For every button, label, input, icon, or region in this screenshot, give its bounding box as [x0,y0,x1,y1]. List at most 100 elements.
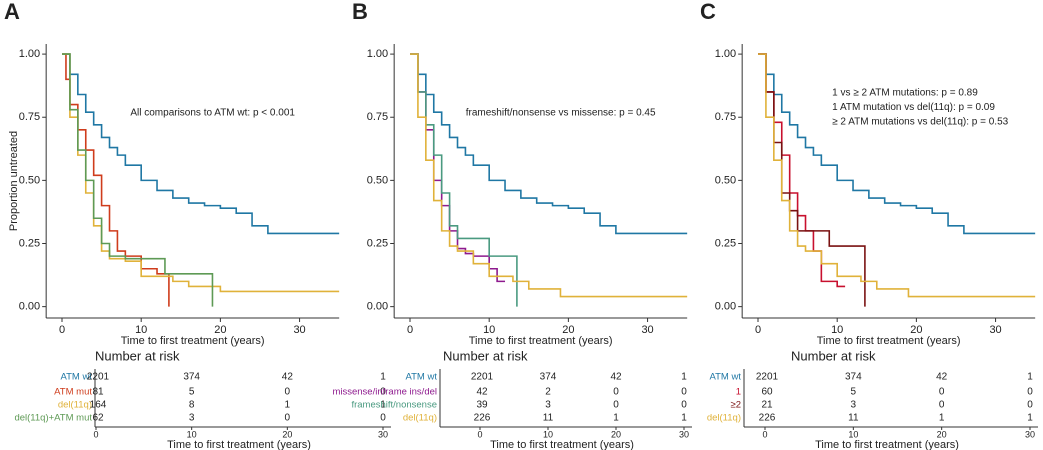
risk-x-tick-label: 20 [611,429,621,439]
risk-count: 11 [543,413,554,424]
risk-count: 2201 [87,372,110,383]
risk-row-label: del(11q) [58,400,92,411]
x-tick-label: 20 [562,324,574,336]
risk-x-tick-label: 0 [93,429,98,439]
risk-x-tick-label: 30 [679,429,689,439]
risk-count: 164 [90,400,107,411]
risk-x-tick-label: 0 [477,429,482,439]
y-tick-label: 0.25 [19,237,40,249]
risk-count: 226 [474,413,491,424]
x-tick-label: 10 [135,324,147,336]
y-tick-label: 0.50 [19,174,40,186]
risk-row-label: ATM wt [61,372,93,383]
y-tick-label: 1.00 [715,48,736,60]
risk-row-label: frameshift/nonsense [351,400,437,411]
risk-count: 8 [189,400,195,411]
annotation: 1 ATM mutation vs del(11q): p = 0.09 [832,102,995,113]
risk-row-label: del(11q)+ATM mut [14,413,92,424]
risk-row-label: ≥2 [731,400,742,411]
risk-title: Number at risk [791,348,876,363]
risk-count: 374 [845,372,862,383]
risk-x-tick-label: 10 [848,429,858,439]
risk-count: 2201 [756,372,779,383]
survival-curve [758,53,1036,235]
survival-curve [410,53,688,235]
risk-count: 42 [282,372,294,383]
risk-count: 1 [939,413,945,424]
risk-count: 0 [613,400,619,411]
survival-curve [62,53,340,293]
risk-count: 374 [540,372,557,383]
x-tick-label: 30 [641,324,653,336]
risk-count: 1 [1027,413,1033,424]
y-axis-label: Proportion untreated [8,131,20,231]
x-tick-label: 20 [214,324,226,336]
risk-count: 42 [936,372,948,383]
risk-count: 1 [380,400,386,411]
risk-count: 0 [681,387,687,398]
risk-x-label: Time to first treatment (years) [167,439,311,450]
risk-x-tick-label: 30 [1025,429,1035,439]
risk-count: 42 [476,387,488,398]
risk-count: 39 [476,400,488,411]
risk-count: 11 [848,413,859,424]
risk-title: Number at risk [443,348,528,363]
risk-row-label: del(11q) [403,413,437,424]
risk-count: 3 [851,400,857,411]
x-tick-label: 0 [407,324,413,336]
risk-row-label: ATM wt [710,372,742,383]
risk-count: 3 [545,400,551,411]
risk-count: 0 [380,413,386,424]
risk-count: 1 [681,413,687,424]
risk-x-tick-label: 0 [762,429,767,439]
risk-count: 0 [939,387,945,398]
panel-label: B [352,0,368,24]
risk-row-label: del(11q) [707,413,741,424]
risk-title: Number at risk [95,348,180,363]
y-tick-label: 0.25 [367,237,388,249]
risk-count: 1 [285,400,291,411]
y-tick-label: 0.00 [19,301,40,313]
survival-curve [410,53,688,298]
risk-x-tick-label: 20 [937,429,947,439]
x-tick-label: 0 [59,324,65,336]
y-tick-label: 0.25 [715,237,736,249]
x-axis-label: Time to first treatment (years) [121,335,265,347]
risk-x-tick-label: 10 [187,429,197,439]
risk-x-tick-label: 30 [378,429,388,439]
panel-label: A [4,0,20,24]
risk-count: 0 [380,387,386,398]
risk-x-label: Time to first treatment (years) [490,439,634,450]
survival-curve [410,53,518,307]
panel-label: C [700,0,716,24]
risk-count: 0 [1027,400,1033,411]
risk-count: 1 [1027,372,1033,383]
risk-count: 3 [189,413,195,424]
risk-count: 62 [92,413,104,424]
risk-count: 5 [189,387,195,398]
x-tick-label: 10 [831,324,843,336]
risk-count: 374 [183,372,200,383]
risk-count: 81 [92,387,104,398]
risk-count: 0 [681,400,687,411]
risk-count: 42 [610,372,622,383]
risk-count: 1 [380,372,386,383]
y-tick-label: 0.50 [715,174,736,186]
risk-count: 226 [759,413,776,424]
risk-x-tick-label: 10 [543,429,553,439]
x-tick-label: 30 [989,324,1001,336]
risk-x-label: Time to first treatment (years) [815,439,959,450]
y-tick-label: 0.75 [19,111,40,123]
x-axis-label: Time to first treatment (years) [817,335,961,347]
x-tick-label: 20 [910,324,922,336]
x-tick-label: 30 [293,324,305,336]
risk-count: 2 [545,387,551,398]
risk-row-label: missense/inframe ins/del [332,387,437,398]
y-tick-label: 1.00 [19,48,40,60]
annotation: All comparisons to ATM wt: p < 0.001 [130,108,295,119]
risk-count: 0 [285,413,291,424]
risk-count: 21 [761,400,773,411]
risk-count: 1 [681,372,687,383]
y-tick-label: 0.00 [715,301,736,313]
